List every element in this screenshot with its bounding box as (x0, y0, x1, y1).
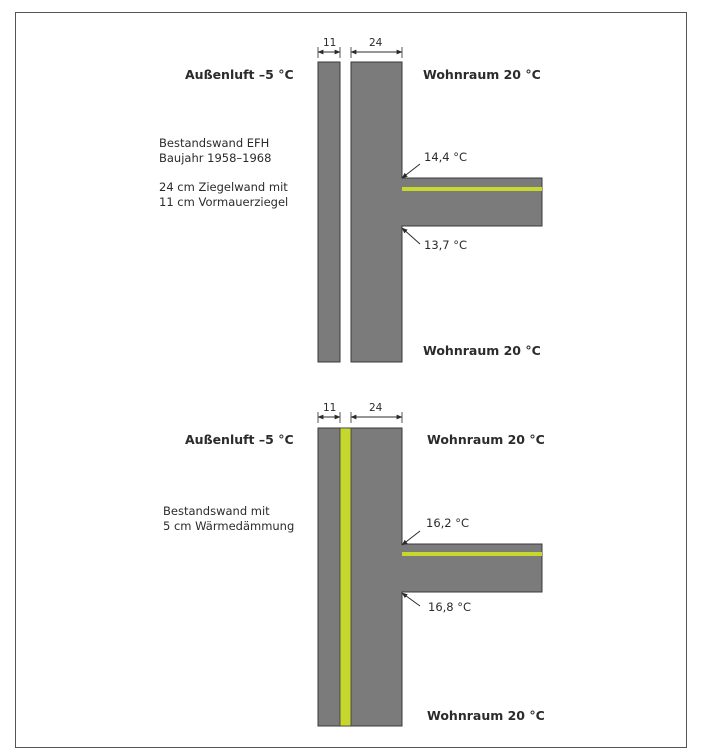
top-temp-lower-label: 13,7 °C (424, 238, 468, 252)
bottom-room-lower-label: Wohnraum 20 °C (427, 708, 545, 723)
top-diagram (317, 47, 543, 363)
top-temp-upper-pointer (401, 163, 421, 179)
top-dim-outer-label: 11 (323, 37, 337, 49)
top-inner-wall-with-slab (350, 61, 543, 363)
top-outer-brick-leaf (317, 61, 341, 363)
top-outside-air-label: Außenluft –5 °C (185, 67, 294, 82)
bottom-desc-line2: 5 cm Wärmedämmung (163, 519, 295, 533)
bottom-wall-insulation (339, 427, 352, 727)
top-desc-line1: Bestandswand EFH (159, 136, 270, 150)
bottom-dim-outer-label: 11 (323, 402, 337, 414)
bottom-diagram (317, 412, 543, 727)
top-temp-upper-label: 14,4 °C (424, 150, 468, 164)
bottom-slab-insulation (402, 552, 542, 556)
top-desc-line3: 24 cm Ziegelwand mit (159, 180, 288, 194)
top-desc-line4: 11 cm Vormauerziegel (159, 195, 289, 209)
top-slab-insulation (402, 187, 542, 191)
bottom-outside-air-label: Außenluft –5 °C (185, 432, 294, 447)
top-room-lower-label: Wohnraum 20 °C (423, 343, 541, 358)
top-dim-inner-label: 24 (369, 37, 383, 49)
bottom-temp-lower-label: 16,8 °C (428, 600, 472, 614)
bottom-temp-upper-label: 16,2 °C (426, 516, 470, 530)
top-desc-line2: Baujahr 1958–1968 (159, 151, 272, 165)
bottom-temp-upper-pointer (401, 530, 421, 546)
top-room-upper-label: Wohnraum 20 °C (423, 67, 541, 82)
top-temp-lower-pointer (401, 227, 421, 245)
bottom-room-upper-label: Wohnraum 20 °C (427, 432, 545, 447)
bottom-dim-inner-label: 24 (369, 402, 383, 414)
bottom-wall-with-slab (317, 427, 543, 727)
bottom-desc-line1: Bestandswand mit (163, 504, 270, 518)
bottom-temp-lower-pointer (401, 592, 421, 607)
